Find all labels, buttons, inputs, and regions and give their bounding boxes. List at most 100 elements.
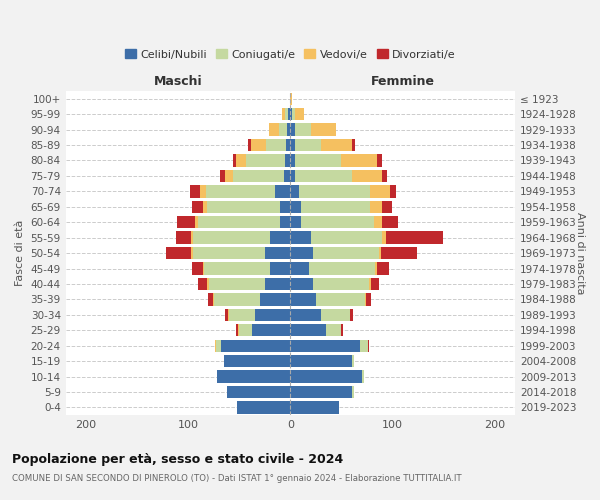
- Bar: [352, 355, 353, 368]
- Bar: [209, 278, 265, 290]
- Bar: [362, 370, 364, 382]
- Bar: [295, 170, 352, 182]
- Bar: [290, 124, 295, 136]
- Bar: [216, 340, 221, 352]
- Bar: [382, 170, 388, 182]
- Bar: [166, 247, 191, 260]
- Bar: [236, 324, 238, 336]
- Bar: [199, 278, 206, 290]
- Bar: [382, 216, 398, 228]
- Bar: [200, 185, 206, 198]
- Bar: [269, 124, 279, 136]
- Text: COMUNE DI SAN SECONDO DI PINEROLO (TO) - Dati ISTAT 1° gennaio 2024 - Elaborazio: COMUNE DI SAN SECONDO DI PINEROLO (TO) -…: [12, 474, 461, 483]
- Bar: [290, 200, 301, 213]
- Bar: [290, 92, 292, 105]
- Bar: [313, 278, 369, 290]
- Bar: [279, 124, 287, 136]
- Bar: [290, 232, 311, 244]
- Bar: [285, 108, 289, 120]
- Bar: [290, 293, 316, 306]
- Bar: [213, 293, 214, 306]
- Bar: [206, 185, 275, 198]
- Bar: [368, 340, 369, 352]
- Bar: [239, 324, 251, 336]
- Bar: [290, 401, 340, 413]
- Bar: [381, 247, 417, 260]
- Bar: [270, 232, 290, 244]
- Bar: [370, 200, 382, 213]
- Bar: [206, 278, 209, 290]
- Bar: [326, 324, 341, 336]
- Bar: [224, 355, 290, 368]
- Bar: [309, 262, 375, 274]
- Bar: [247, 154, 285, 166]
- Bar: [284, 170, 290, 182]
- Bar: [236, 154, 247, 166]
- Bar: [214, 293, 260, 306]
- Bar: [238, 324, 239, 336]
- Bar: [290, 216, 301, 228]
- Bar: [199, 216, 280, 228]
- Bar: [191, 247, 193, 260]
- Bar: [313, 247, 379, 260]
- Bar: [287, 124, 290, 136]
- Y-axis label: Fasce di età: Fasce di età: [15, 220, 25, 286]
- Bar: [217, 370, 290, 382]
- Bar: [341, 324, 343, 336]
- Bar: [260, 293, 290, 306]
- Bar: [233, 170, 284, 182]
- Bar: [206, 200, 280, 213]
- Bar: [275, 185, 290, 198]
- Bar: [290, 340, 360, 352]
- Bar: [382, 200, 392, 213]
- Bar: [365, 293, 366, 306]
- Bar: [290, 355, 352, 368]
- Bar: [301, 216, 374, 228]
- Bar: [292, 108, 295, 120]
- Bar: [203, 200, 206, 213]
- Bar: [321, 308, 350, 321]
- Bar: [280, 216, 290, 228]
- Bar: [290, 308, 321, 321]
- Bar: [229, 308, 254, 321]
- Bar: [290, 370, 362, 382]
- Bar: [286, 139, 290, 151]
- Bar: [228, 308, 229, 321]
- Legend: Celibi/Nubili, Coniugati/e, Vedovi/e, Divorziati/e: Celibi/Nubili, Coniugati/e, Vedovi/e, Di…: [121, 44, 460, 64]
- Bar: [254, 308, 290, 321]
- Bar: [311, 232, 382, 244]
- Bar: [295, 154, 341, 166]
- Bar: [290, 139, 295, 151]
- Bar: [366, 293, 371, 306]
- Bar: [295, 108, 304, 120]
- Bar: [193, 200, 203, 213]
- Bar: [237, 401, 290, 413]
- Bar: [248, 139, 251, 151]
- Text: Maschi: Maschi: [154, 75, 202, 88]
- Bar: [370, 185, 391, 198]
- Bar: [341, 154, 377, 166]
- Bar: [225, 170, 233, 182]
- Bar: [360, 340, 368, 352]
- Bar: [289, 108, 290, 120]
- Bar: [251, 139, 266, 151]
- Bar: [233, 154, 236, 166]
- Bar: [375, 262, 377, 274]
- Bar: [311, 124, 337, 136]
- Bar: [251, 324, 290, 336]
- Bar: [391, 185, 395, 198]
- Bar: [301, 200, 370, 213]
- Bar: [290, 170, 295, 182]
- Bar: [290, 185, 299, 198]
- Bar: [316, 293, 365, 306]
- Bar: [280, 200, 290, 213]
- Bar: [290, 108, 292, 120]
- Bar: [225, 308, 228, 321]
- Bar: [377, 262, 389, 274]
- Bar: [215, 340, 216, 352]
- Bar: [352, 139, 355, 151]
- Bar: [386, 232, 443, 244]
- Bar: [191, 232, 193, 244]
- Bar: [369, 278, 371, 290]
- Bar: [374, 216, 382, 228]
